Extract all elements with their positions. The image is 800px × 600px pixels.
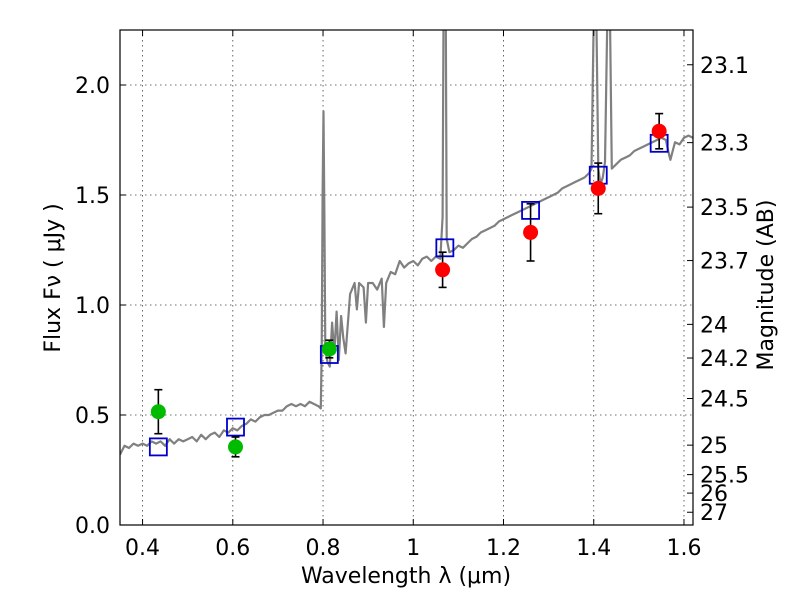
x-tick-label: 0.8 xyxy=(306,536,341,561)
right-tick-label: 23.5 xyxy=(700,196,749,221)
y-tick-label: 2.0 xyxy=(75,74,110,99)
plot-frame xyxy=(119,29,694,526)
error-bars xyxy=(154,112,664,458)
model-box-marker xyxy=(226,417,245,437)
right-tick-label: 23.7 xyxy=(700,250,749,275)
right-axis-label: Magnitude (AB) xyxy=(754,200,779,371)
x-axis-label: Wavelength λ (μm) xyxy=(301,564,511,589)
red-data-point xyxy=(523,224,539,240)
grid xyxy=(120,30,693,526)
model-box-marker xyxy=(148,437,168,457)
red-data-point xyxy=(435,262,451,278)
green-data-point xyxy=(321,341,337,357)
green-data-point xyxy=(150,404,166,420)
right-tick-label: 24.5 xyxy=(700,388,749,413)
axis-ticks xyxy=(120,30,693,526)
red-data-point xyxy=(590,180,606,196)
x-tick-label: 1.2 xyxy=(486,536,521,561)
right-tick-label: 27 xyxy=(700,501,728,526)
x-tick-label: 1.4 xyxy=(576,536,611,561)
y-tick-label: 1.0 xyxy=(75,294,110,319)
model-spectrum-line xyxy=(120,30,693,456)
green-data-point xyxy=(228,439,244,455)
red-data-point xyxy=(651,123,667,139)
y-tick-label: 0.0 xyxy=(75,514,110,539)
x-tick-label: 0.6 xyxy=(215,536,250,561)
right-tick-label: 24.2 xyxy=(700,347,749,372)
model-box-marker xyxy=(435,238,455,258)
right-tick-label: 26 xyxy=(700,482,728,507)
model-photometry-boxes xyxy=(148,133,669,457)
right-tick-label: 25 xyxy=(700,434,728,459)
right-tick-label: 23.1 xyxy=(700,54,749,79)
right-tick-label: 24 xyxy=(700,313,728,338)
y-tick-label: 0.5 xyxy=(75,404,110,429)
plot-area xyxy=(120,30,693,458)
y-tick-labels: 0.0 0.5 1.0 1.5 2.0 xyxy=(75,74,110,539)
x-tick-label: 1 xyxy=(406,536,420,561)
x-tick-label: 1.6 xyxy=(666,536,701,561)
x-tick-labels: 0.4 0.6 0.8 1 1.2 1.4 1.6 xyxy=(125,536,701,561)
x-tick-label: 0.4 xyxy=(125,536,160,561)
y-axis-label: Flux Fν ( μJy ) xyxy=(41,203,66,352)
right-tick-label: 25.5 xyxy=(700,464,749,489)
y-tick-label: 1.5 xyxy=(75,184,110,209)
right-tick-label: 23.3 xyxy=(700,132,749,157)
observed-points xyxy=(150,123,667,455)
